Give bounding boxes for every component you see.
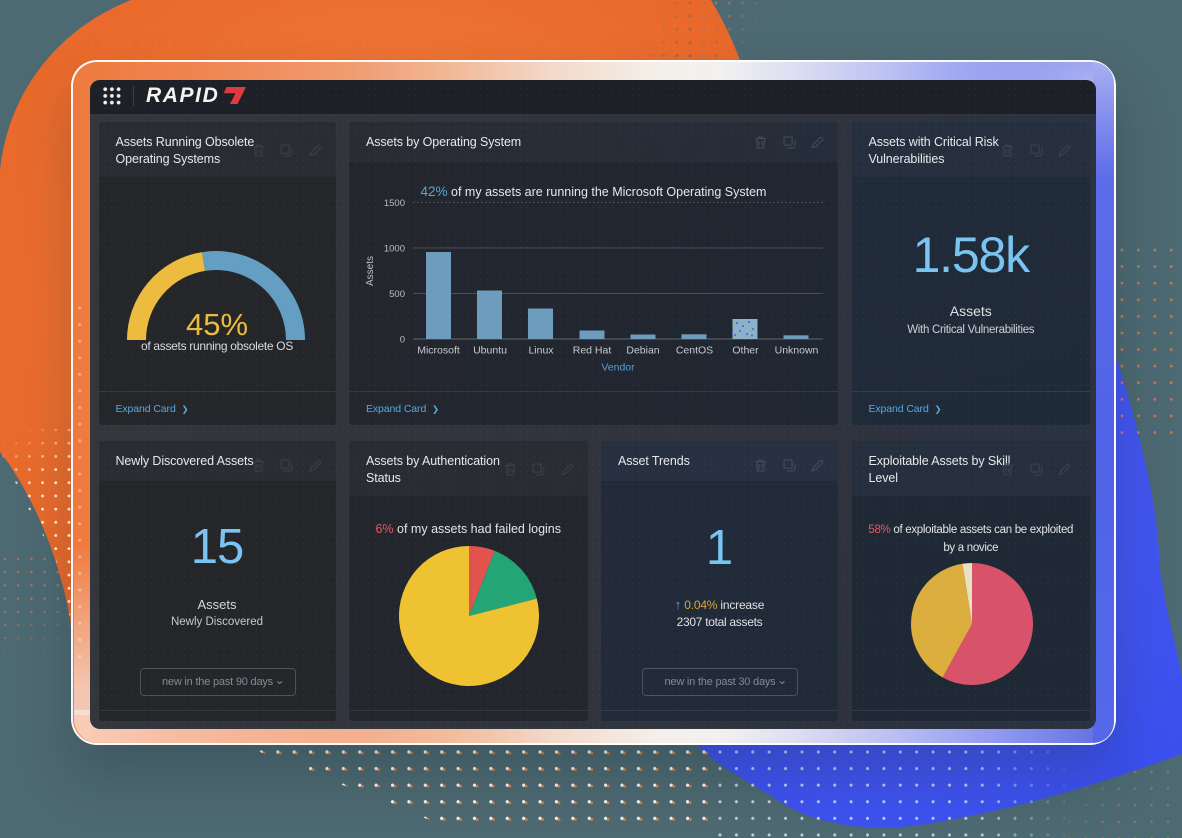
svg-text:Linux: Linux: [528, 345, 554, 357]
svg-text:0: 0: [400, 335, 405, 346]
svg-text:500: 500: [389, 289, 405, 300]
svg-text:Assets: Assets: [365, 256, 376, 286]
svg-text:Ubuntu: Ubuntu: [473, 345, 507, 357]
svg-text:Red Hat: Red Hat: [573, 345, 612, 357]
svg-text:Microsoft: Microsoft: [417, 345, 460, 357]
svg-text:CentOS: CentOS: [676, 345, 713, 357]
svg-text:Vendor: Vendor: [601, 362, 635, 374]
svg-text:1000: 1000: [384, 244, 405, 255]
svg-text:Other: Other: [732, 345, 759, 357]
svg-text:Debian: Debian: [626, 345, 659, 357]
svg-text:Unknown: Unknown: [775, 345, 819, 357]
svg-text:1500: 1500: [384, 198, 405, 209]
